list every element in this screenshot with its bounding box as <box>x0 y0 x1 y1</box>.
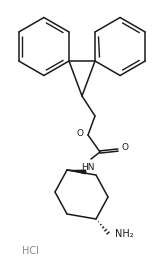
Polygon shape <box>67 170 86 175</box>
Text: HCl: HCl <box>22 246 39 256</box>
Text: NH₂: NH₂ <box>115 229 134 239</box>
Text: O: O <box>76 130 83 138</box>
Text: O: O <box>121 144 128 153</box>
Text: HN: HN <box>81 163 95 172</box>
